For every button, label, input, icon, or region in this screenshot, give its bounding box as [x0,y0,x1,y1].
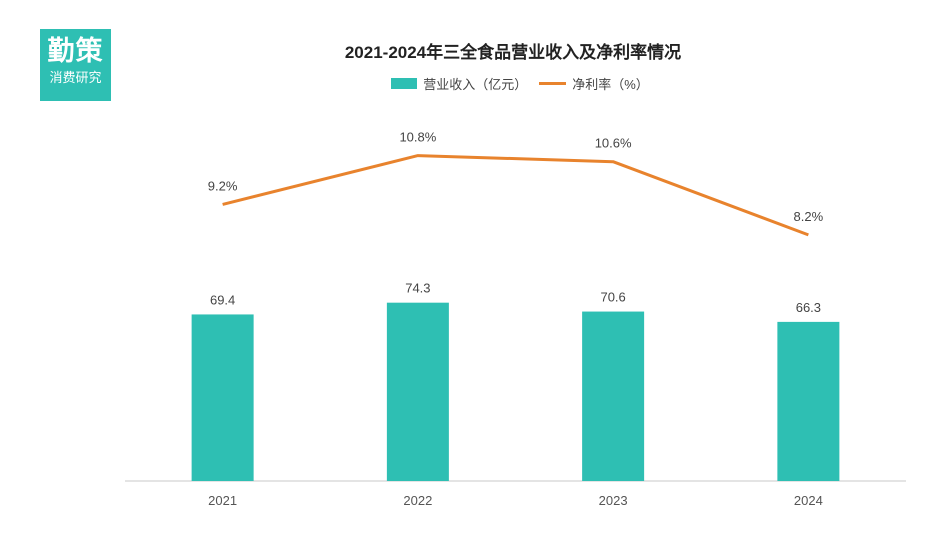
net-margin-label-2022: 10.8% [399,130,436,145]
net-margin-line [222,154,809,237]
net-margin-label-2023: 10.6% [595,136,632,151]
revenue-bar-2023 [582,311,645,481]
revenue-bar-2022 [386,302,449,481]
chart-legend: 营业收入（亿元） 净利率（%） [0,74,944,93]
legend-bar-swatch [391,78,418,89]
legend-line-swatch [539,82,567,85]
logo-sub-text: 消费研究 [49,70,102,85]
brand-logo: 勤策 消费研究 [40,29,111,101]
x-tick-label-2023: 2023 [599,493,628,508]
logo-main-text: 勤策 [47,36,104,67]
legend-label-net-margin: 净利率（%） [572,77,649,92]
revenue-bar-label-2022: 74.3 [405,281,430,296]
x-tick-label-2021: 2021 [208,493,237,508]
legend-item-revenue: 营业收入（亿元） [391,74,527,93]
revenue-bar-2024 [777,321,840,481]
x-tick-label-2022: 2022 [403,493,432,508]
revenue-bar-label-2024: 66.3 [796,300,821,315]
revenue-bar-2021 [191,314,254,481]
net-margin-label-2024: 8.2% [794,209,824,224]
net-margin-label-2021: 9.2% [208,178,238,193]
legend-item-net-margin: 净利率（%） [539,74,649,93]
chart-title: 2021-2024年三全食品营业收入及净利率情况 [344,43,682,62]
legend-label-revenue: 营业收入（亿元） [423,77,528,92]
x-tick-label-2024: 2024 [794,493,823,508]
revenue-bar-label-2023: 70.6 [600,290,625,305]
revenue-bar-label-2021: 69.4 [210,292,235,307]
